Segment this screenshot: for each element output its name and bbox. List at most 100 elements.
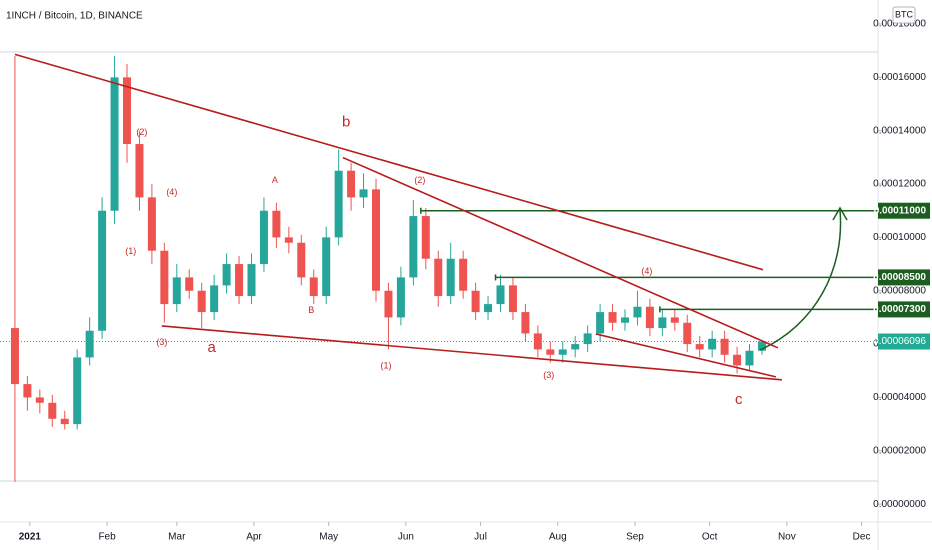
candle-body bbox=[347, 170, 356, 198]
projection-arrow bbox=[759, 209, 842, 351]
candle-body bbox=[459, 258, 468, 291]
candle-body bbox=[421, 216, 430, 259]
candle-body bbox=[372, 189, 381, 291]
candle-body bbox=[596, 312, 605, 334]
candle-body bbox=[695, 344, 704, 350]
x-tick-label: Nov bbox=[778, 532, 796, 543]
candle-body bbox=[471, 290, 480, 313]
wave-label: b bbox=[342, 113, 350, 130]
x-tick-label: Jul bbox=[474, 532, 487, 543]
trendline bbox=[14, 53, 764, 271]
level-label: 0.00008500 bbox=[873, 272, 926, 283]
candle-body bbox=[496, 285, 505, 305]
candle-body bbox=[757, 341, 766, 351]
y-tick-label: 0.00004000 bbox=[873, 392, 926, 403]
x-tick-label: Oct bbox=[702, 532, 718, 543]
x-tick-label: Aug bbox=[549, 532, 567, 543]
y-tick-label: 0.00014000 bbox=[873, 125, 926, 136]
x-tick-label: Dec bbox=[853, 532, 871, 543]
x-tick-label: Apr bbox=[246, 532, 262, 543]
candle-body bbox=[284, 237, 293, 243]
candle-body bbox=[745, 350, 754, 366]
candle-body bbox=[396, 277, 405, 318]
x-tick-label: May bbox=[319, 532, 338, 543]
x-tick-label: Mar bbox=[168, 532, 186, 543]
candle-body bbox=[359, 189, 368, 198]
candle-body bbox=[48, 402, 57, 419]
candle-body bbox=[434, 258, 443, 297]
x-tick-label: Jun bbox=[398, 532, 414, 543]
candle-body bbox=[658, 317, 667, 329]
x-tick-label: 2021 bbox=[19, 532, 42, 543]
x-tick-label: Feb bbox=[98, 532, 116, 543]
wave-label: A bbox=[272, 175, 278, 185]
candle-body bbox=[85, 330, 94, 358]
candle-body bbox=[670, 317, 679, 323]
candle-body bbox=[484, 304, 493, 313]
candle-body bbox=[583, 333, 592, 345]
chart-title: 1INCH / Bitcoin, 1D, BINANCE bbox=[6, 11, 143, 22]
candle-body bbox=[384, 290, 393, 318]
candle-body bbox=[720, 338, 729, 355]
candle-body bbox=[35, 397, 44, 403]
y-tick-label: 0.00000000 bbox=[873, 499, 926, 510]
wave-label: (3) bbox=[543, 370, 554, 380]
level-label: 0.00007300 bbox=[873, 304, 926, 315]
candle-body bbox=[222, 264, 231, 286]
y-tick-label: 0.00012000 bbox=[873, 179, 926, 190]
trendline bbox=[595, 333, 777, 378]
wave-label: (1) bbox=[380, 360, 391, 370]
currency-label: BTC bbox=[895, 9, 914, 19]
candle-body bbox=[708, 338, 717, 350]
last-price-label: 0.00006096 bbox=[873, 336, 926, 347]
candle-body bbox=[272, 210, 281, 238]
wave-label: (4) bbox=[166, 187, 177, 197]
y-tick-label: 0.00018000 bbox=[873, 19, 926, 30]
candle-body bbox=[60, 418, 69, 425]
level-box bbox=[878, 269, 930, 286]
candle-body bbox=[147, 197, 156, 251]
candle-body bbox=[446, 258, 455, 297]
trendline bbox=[342, 156, 779, 349]
candle-body bbox=[235, 264, 244, 297]
candle-body bbox=[621, 317, 630, 323]
candle-body bbox=[197, 290, 206, 313]
candle-body bbox=[172, 277, 181, 305]
wave-label: (2) bbox=[414, 175, 425, 185]
wave-label: c bbox=[735, 391, 743, 408]
wave-label: (4) bbox=[641, 266, 652, 276]
candle-body bbox=[608, 312, 617, 323]
arrow-head bbox=[832, 206, 848, 221]
candle-body bbox=[210, 285, 219, 313]
candle-body bbox=[571, 344, 580, 350]
candle-body bbox=[297, 242, 306, 278]
trendline bbox=[161, 325, 782, 381]
candle-body bbox=[135, 144, 144, 198]
candle-body bbox=[110, 77, 119, 211]
candle-body bbox=[247, 264, 256, 297]
candle-body bbox=[98, 210, 107, 331]
y-tick-label: 0.00016000 bbox=[873, 72, 926, 83]
wave-label: (2) bbox=[136, 127, 147, 137]
candle-body bbox=[683, 322, 692, 345]
wave-label: (1) bbox=[125, 246, 136, 256]
wave-label: (3) bbox=[156, 337, 167, 347]
candle-body bbox=[409, 216, 418, 278]
candle-body bbox=[10, 328, 19, 385]
plot bbox=[0, 56, 878, 482]
y-tick-label: 0.00008000 bbox=[873, 285, 926, 296]
wave-label: a bbox=[207, 339, 216, 356]
candle-body bbox=[122, 77, 131, 145]
candle-body bbox=[259, 210, 268, 265]
candle-body bbox=[508, 285, 517, 313]
candle-body bbox=[309, 277, 318, 297]
wave-label: B bbox=[308, 305, 314, 315]
level-box bbox=[878, 301, 930, 318]
candle-body bbox=[334, 170, 343, 238]
level-label: 0.00011000 bbox=[874, 205, 927, 216]
currency-badge[interactable] bbox=[892, 6, 916, 24]
candle-body bbox=[73, 357, 82, 425]
last-price-box bbox=[878, 333, 930, 350]
candle-body bbox=[521, 312, 530, 334]
